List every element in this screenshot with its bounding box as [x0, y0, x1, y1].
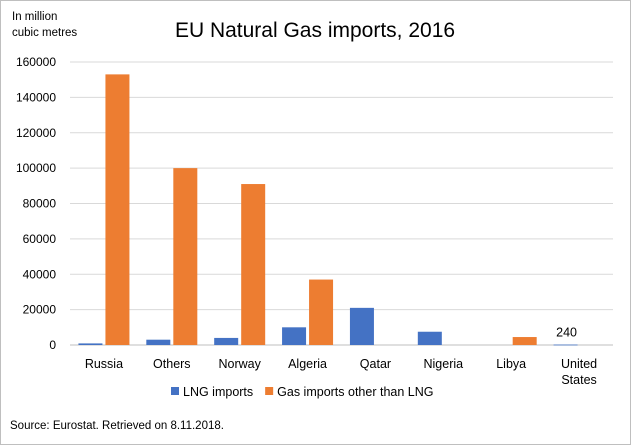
- x-tick-label: States: [561, 373, 596, 387]
- y-tick-label: 0: [49, 338, 56, 352]
- x-tick-label: United: [561, 357, 597, 371]
- bar: [241, 184, 266, 345]
- y-tick-label: 60000: [23, 232, 57, 246]
- chart-title: EU Natural Gas imports, 2016: [175, 19, 455, 42]
- bars: [78, 74, 578, 346]
- gridlines: [70, 61, 613, 346]
- legend-label: LNG imports: [183, 385, 253, 399]
- y-tick-label: 160000: [16, 55, 56, 69]
- x-tick-label: Norway: [219, 357, 262, 371]
- y-tick-label: 80000: [23, 197, 57, 211]
- x-tick-label: Algeria: [288, 357, 327, 371]
- bar: [309, 279, 334, 345]
- bar: [553, 344, 578, 346]
- x-tick-label: Libya: [496, 357, 526, 371]
- x-tick-label: Others: [153, 357, 191, 371]
- bar: [512, 337, 537, 345]
- unit-label-line1: In million: [12, 11, 57, 23]
- y-axis-tick-labels: 0 20000 40000 60000 80000 100000 120000 140000 1…: [16, 55, 56, 352]
- bar: [282, 327, 307, 345]
- bar: [173, 168, 198, 345]
- x-axis-tick-labels: Russia Others Norway Algeria Qatar Nigeria Lib…: [85, 357, 597, 387]
- y-tick-label: 100000: [16, 161, 56, 175]
- data-label: 240: [556, 326, 577, 340]
- x-tick-label: Nigeria: [424, 357, 464, 371]
- legend-swatch: [265, 387, 274, 395]
- bar: [214, 337, 239, 345]
- bar: [146, 339, 171, 345]
- source-note: Source: Eurostat. Retrieved on 8.11.2018…: [10, 420, 224, 432]
- legend-label: Gas imports other than LNG: [277, 385, 433, 399]
- x-tick-label: Russia: [85, 357, 123, 371]
- legend: LNG imports Gas imports other than LNG: [171, 385, 433, 399]
- bar: [78, 343, 103, 345]
- y-tick-label: 40000: [23, 267, 57, 281]
- bar: [417, 331, 442, 345]
- legend-swatch: [171, 387, 179, 395]
- y-tick-label: 140000: [16, 90, 56, 104]
- bar: [349, 307, 374, 345]
- y-tick-label: 20000: [23, 303, 57, 317]
- bar: [105, 74, 130, 345]
- y-tick-label: 120000: [16, 126, 56, 140]
- x-tick-label: Qatar: [360, 357, 391, 371]
- data-labels: 240: [556, 326, 577, 340]
- unit-label-line2: cubic metres: [12, 27, 77, 39]
